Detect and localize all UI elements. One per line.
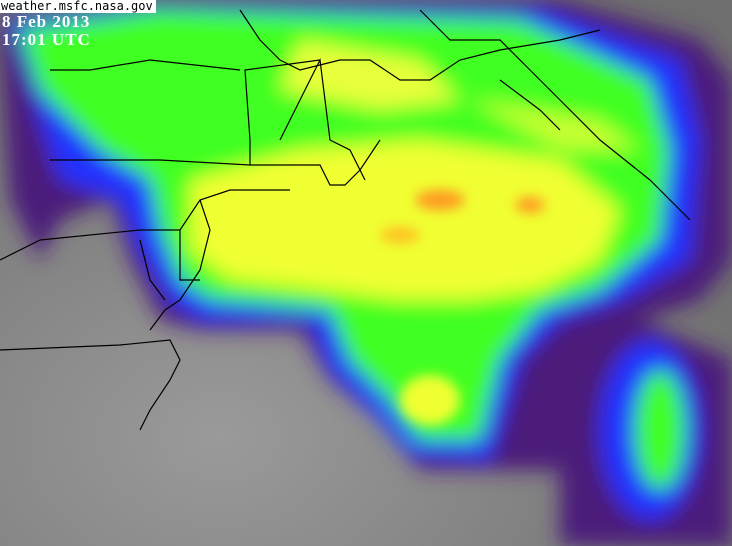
time-stamp: 17:01 UTC — [2, 30, 91, 49]
date-stamp: 8 Feb 2013 — [2, 12, 91, 31]
source-label: weather.msfc.nasa.gov — [0, 0, 156, 13]
intense-spots — [380, 190, 545, 425]
borders — [0, 9, 691, 431]
